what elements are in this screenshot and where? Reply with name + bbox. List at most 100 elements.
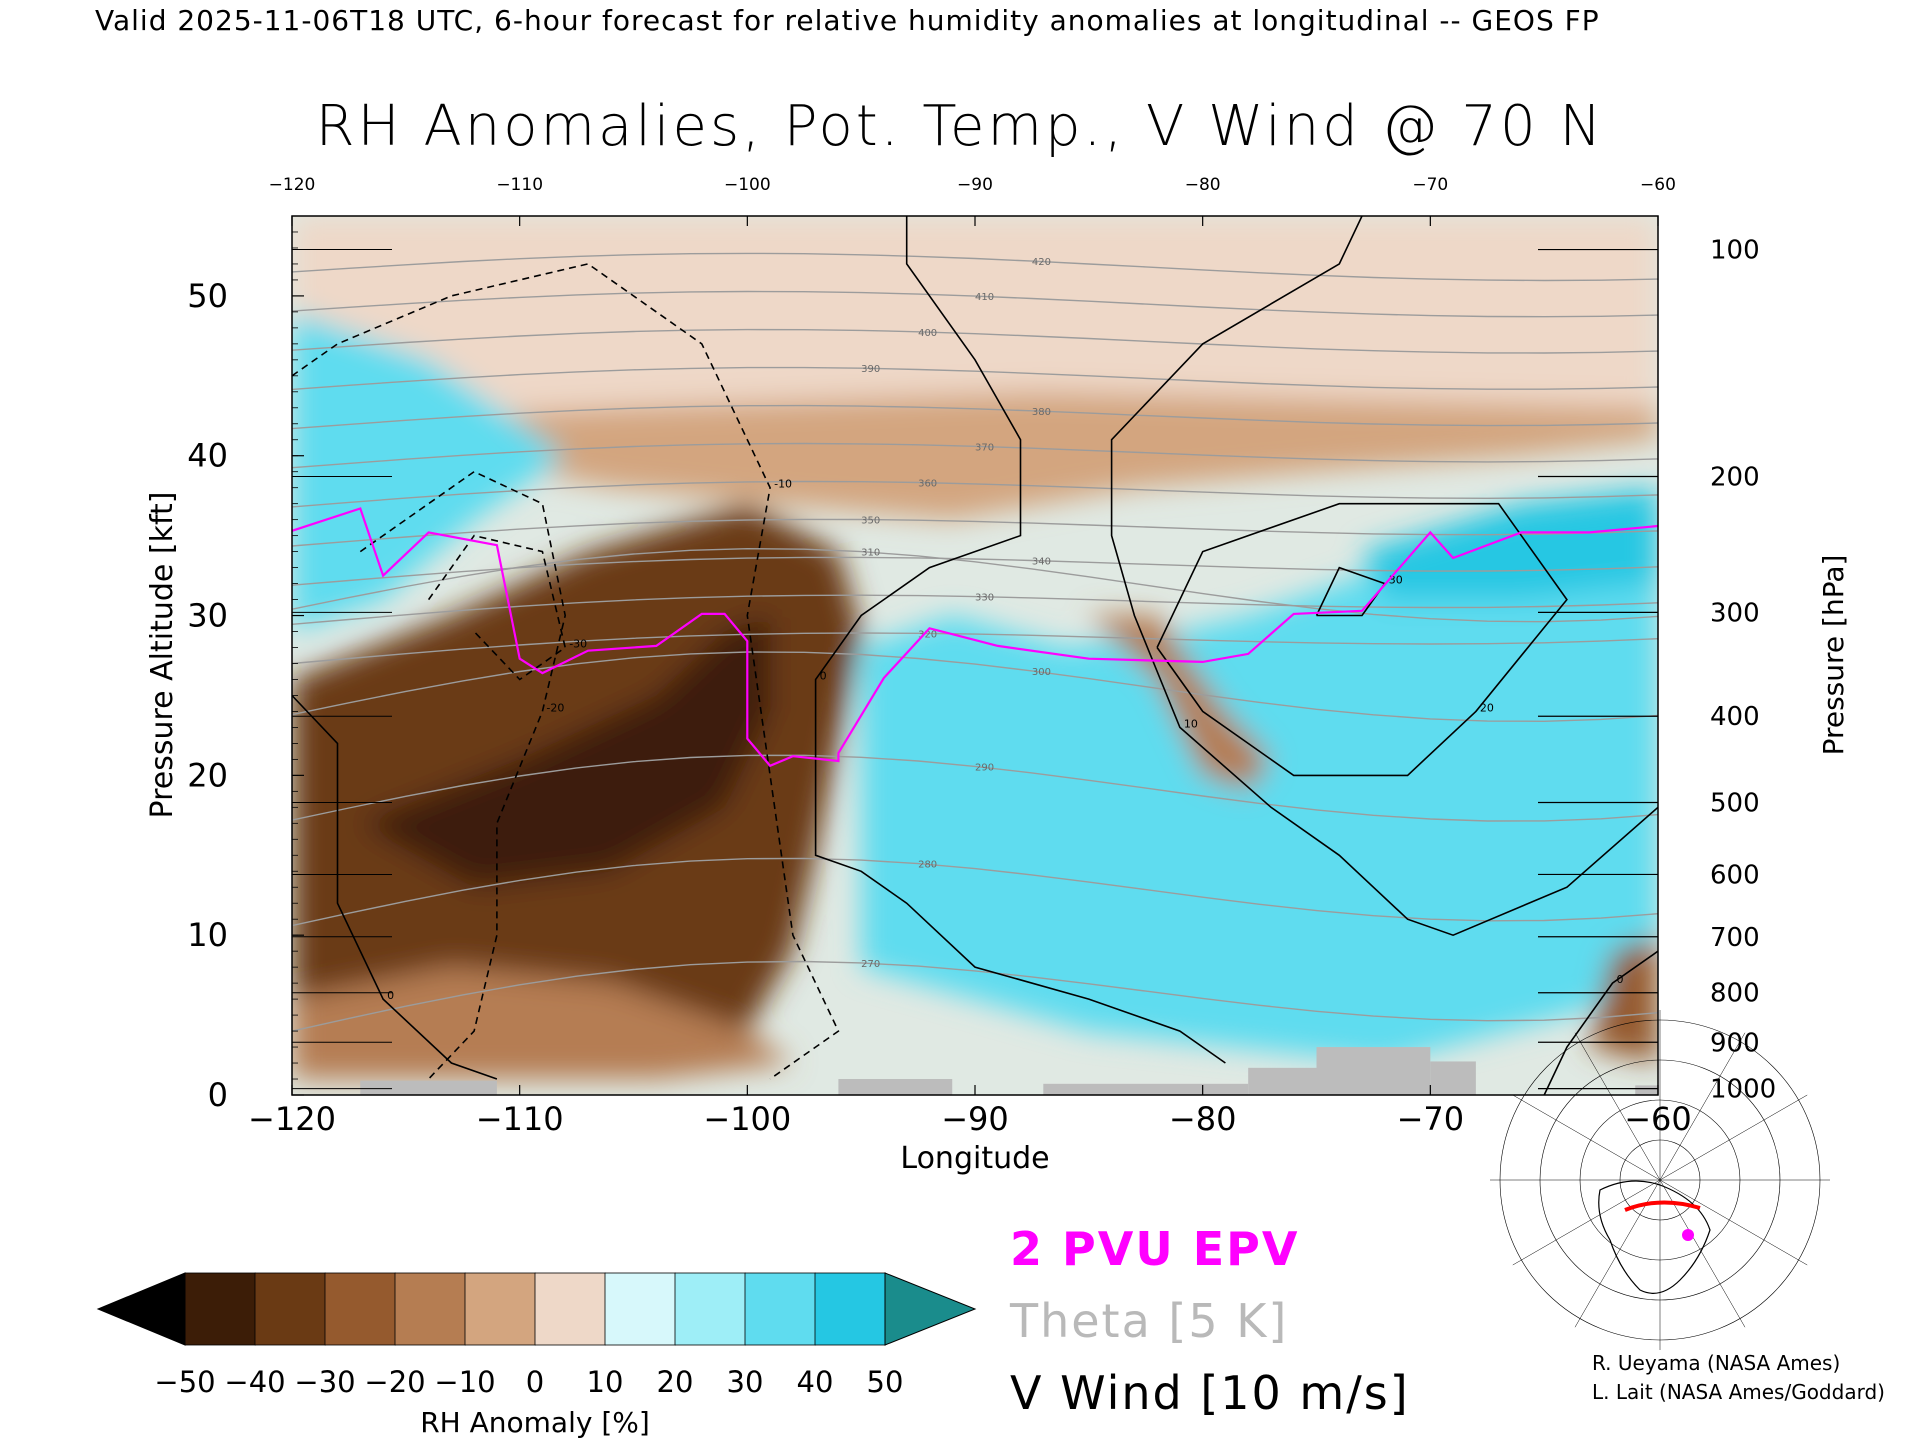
pressure-tick-label: 100: [1710, 236, 1760, 266]
colorbar-tick-label: −40: [224, 1365, 285, 1399]
pressure-tick-label: 900: [1710, 1028, 1760, 1058]
terrain-block: [1043, 1083, 1249, 1095]
plot-area: 2702802903003103203303403503603703803904…: [292, 216, 1658, 1095]
theta-contour-label: 330: [975, 593, 994, 604]
inset-map: [1490, 1010, 1830, 1350]
terrain-block: [1248, 1067, 1317, 1095]
colorbar-segment: [814, 1272, 886, 1346]
theta-contour: [292, 328, 1658, 354]
epv-2pvu-line: [292, 507, 1658, 768]
rh-region: [360, 615, 771, 888]
x-tick-label-top: −70: [1412, 175, 1448, 195]
y-axis-label-left: Pressure Altitude [kft]: [145, 492, 180, 819]
inset-map-meridian: [1659, 1032, 1746, 1181]
inset-map-meridian: [1574, 1032, 1661, 1181]
x-tick-label: −110: [476, 1100, 564, 1138]
colorbar-tick-label: 0: [526, 1365, 544, 1399]
pressure-tick-label: 500: [1710, 789, 1760, 819]
colorbar-segment: [184, 1272, 256, 1346]
theta-contour-label: 320: [918, 629, 937, 640]
pressure-tick-label: 800: [1710, 979, 1760, 1009]
pressure-tick-label: 400: [1710, 702, 1760, 732]
rh-region: [292, 391, 1658, 520]
theta-contour: [292, 252, 1658, 282]
v-wind-contour: [1110, 216, 1658, 937]
theta-contour: [292, 290, 1658, 318]
colorbar-tick-label: 40: [797, 1365, 834, 1399]
pressure-tick-label: 300: [1710, 598, 1760, 628]
colorbar-tick-label: −20: [364, 1365, 425, 1399]
theta-contour: [292, 857, 1658, 927]
rh-region: [1088, 615, 1271, 792]
credit-line-2: L. Lait (NASA Ames/Goddard): [1592, 1380, 1885, 1404]
theta-contour: [292, 518, 1658, 547]
x-tick-label-top: −80: [1185, 175, 1221, 195]
x-tick-label: −100: [703, 1100, 791, 1138]
v-wind-contour-label: -10: [774, 478, 792, 491]
terrain-block: [360, 1080, 497, 1095]
inset-map-meridian: [1512, 1094, 1661, 1181]
theta-contour: [292, 651, 1658, 723]
theta-contour-label: 270: [861, 959, 880, 970]
inset-map-coastline: [1598, 1180, 1711, 1294]
theta-contour-label: 370: [975, 442, 994, 453]
y-axis-label-right: Pressure [hPa]: [1817, 555, 1850, 756]
valid-time-caption: Valid 2025-11-06T18 UTC, 6-hour forecast…: [95, 4, 1600, 37]
theta-contour: [292, 632, 1658, 665]
x-tick-label: −70: [1397, 1100, 1465, 1138]
colorbar-tick-label: 30: [727, 1365, 764, 1399]
y-tick-label: 0: [208, 1076, 228, 1114]
legend-v-wind: V Wind [10 m/s]: [1010, 1366, 1410, 1420]
colorbar-segment: [254, 1272, 326, 1346]
v-wind-contour: [292, 694, 498, 1080]
inset-map-section-track: [1624, 1200, 1701, 1212]
theta-contour-label: 350: [861, 516, 880, 527]
colorbar-over-arrow: [884, 1272, 977, 1346]
x-tick-label: −60: [1624, 1100, 1692, 1138]
rh-region: [292, 216, 1658, 424]
inset-map-meridian: [1512, 1179, 1661, 1266]
y-tick-label: 10: [187, 916, 228, 954]
v-wind-contour-label: 0: [820, 669, 827, 682]
theta-contour-label: 360: [918, 479, 937, 490]
pressure-tick-label: 200: [1710, 463, 1760, 493]
colorbar-label: RH Anomaly [%]: [420, 1406, 650, 1439]
x-tick-label-top: −120: [269, 175, 316, 195]
v-wind-contour-label: 0: [387, 989, 394, 1002]
v-wind-contour-label: 30: [1389, 574, 1403, 587]
v-wind-contour-label: -20: [546, 701, 564, 714]
colorbar-segment: [394, 1272, 466, 1346]
v-wind-contour-label: 20: [1480, 701, 1494, 714]
theta-contour-label: 300: [1032, 667, 1051, 678]
y-tick-label: 50: [187, 277, 228, 315]
y-tick-label: 20: [187, 756, 228, 794]
x-tick-label-top: −90: [957, 175, 993, 195]
colorbar-segment: [534, 1272, 606, 1346]
rh-region: [1589, 935, 1658, 1063]
terrain: [360, 1047, 1658, 1095]
theta-contour: [292, 366, 1658, 391]
x-tick-label: −80: [1169, 1100, 1237, 1138]
x-axis-label: Longitude: [900, 1141, 1049, 1176]
inset-map-meridian: [1659, 1094, 1808, 1181]
chart-title: RH Anomalies, Pot. Temp., V Wind @ 70 N: [315, 94, 1605, 159]
theta-contour: [292, 404, 1658, 430]
colorbar-segment: [674, 1272, 746, 1346]
v-wind-contour: [1156, 502, 1568, 777]
terrain-block: [1635, 1085, 1658, 1095]
v-wind-contour: [814, 216, 1226, 1064]
pressure-tick-label: 700: [1710, 923, 1760, 953]
inset-map-marker: [1682, 1229, 1694, 1241]
theta-contour-label: 280: [918, 860, 937, 871]
v-wind-contour-label: -30: [569, 638, 587, 651]
v-wind-contour: [292, 263, 840, 1080]
theta-contour: [292, 754, 1658, 822]
theta-contour-label: 310: [861, 548, 880, 559]
colorbar-segment: [744, 1272, 816, 1346]
v-wind-contour-label: 0: [1616, 973, 1623, 986]
colorbar: −50 −40 −30 −20 −10 0 10 20 30 40 50 RH Anomaly [%]: [96, 1272, 977, 1439]
theta-contour-label: 420: [1032, 257, 1051, 268]
legend-theta: Theta [5 K]: [1010, 1294, 1289, 1348]
